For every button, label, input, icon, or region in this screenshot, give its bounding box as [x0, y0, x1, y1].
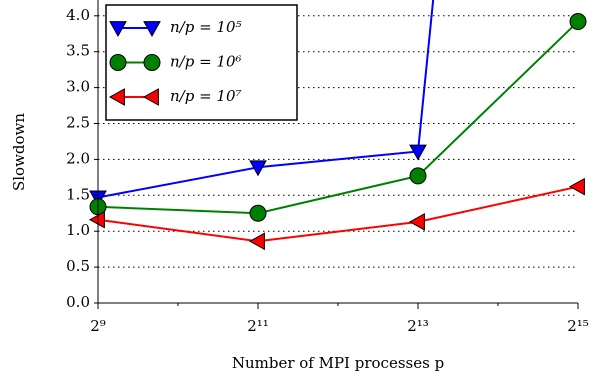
marker	[249, 204, 267, 222]
marker	[408, 213, 425, 231]
y-tick-label: 4.0	[66, 6, 90, 24]
marker	[88, 210, 105, 229]
x-tick-label: 2⁹	[90, 317, 106, 335]
y-tick-label: 3.5	[66, 42, 90, 60]
marker	[409, 167, 427, 185]
y-tick-label: 3.0	[66, 78, 90, 96]
x-axis-label: Number of MPI processes p	[232, 354, 444, 372]
marker	[248, 232, 265, 251]
y-tick-label: 1.5	[66, 185, 90, 203]
legend-marker	[109, 54, 127, 71]
x-tick-label: 2¹¹	[247, 317, 269, 335]
x-tick-label: 2¹⁵	[567, 317, 589, 335]
y-tick-label: 2.5	[66, 113, 90, 131]
series-line	[97, 20, 579, 215]
marker	[568, 177, 585, 196]
series-line	[97, 0, 435, 199]
y-tick-label: 0.0	[66, 293, 90, 311]
y-tick-label: 1.0	[66, 221, 90, 239]
y-axis-label: Slowdown	[10, 113, 28, 191]
x-tick-label: 2¹³	[407, 317, 429, 335]
legend-label: n/p = 10⁵	[170, 18, 242, 36]
legend-marker	[142, 88, 159, 106]
marker	[409, 144, 427, 161]
legend-marker	[108, 88, 125, 106]
legend-label: n/p = 10⁷	[170, 87, 242, 105]
legend-marker	[143, 54, 161, 71]
y-tick-label: 2.0	[66, 149, 90, 167]
plot-area	[88, 0, 587, 251]
legend-label: n/p = 10⁶	[170, 53, 242, 71]
legend-marker	[109, 21, 127, 38]
series-line	[97, 185, 579, 243]
y-tick-label: 0.5	[66, 257, 90, 275]
legend-marker	[143, 21, 161, 38]
marker	[569, 13, 587, 31]
marker	[249, 160, 267, 177]
